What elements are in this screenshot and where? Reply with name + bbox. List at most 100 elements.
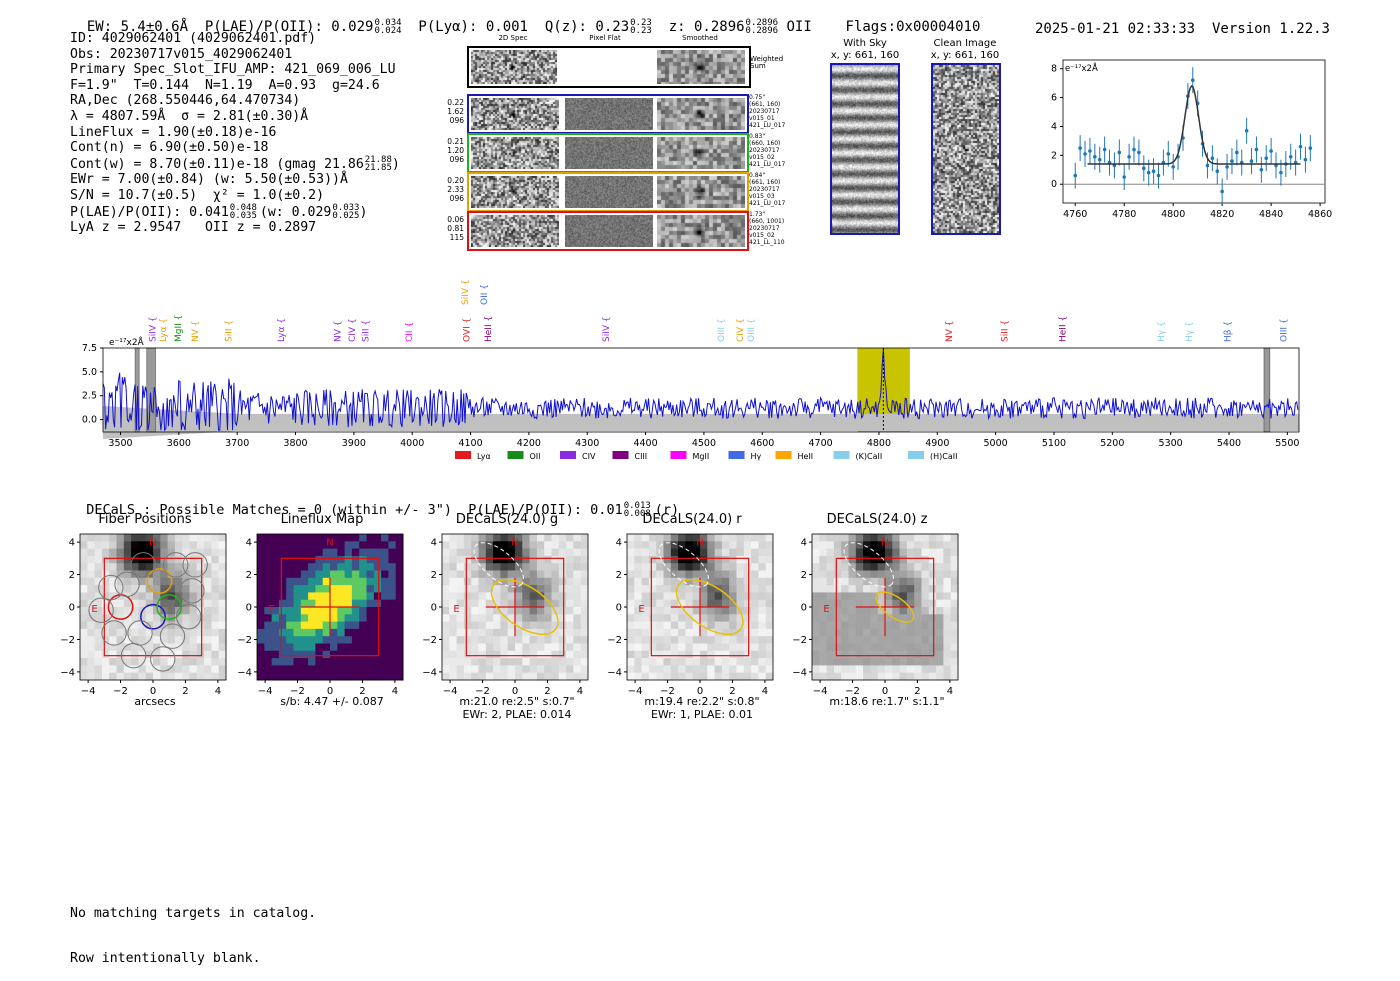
decals-pixel: [863, 555, 871, 564]
decals-pixel: [278, 665, 287, 674]
cutout-left-value: 0.20: [447, 176, 464, 185]
decals-pixel: [109, 650, 117, 659]
spectral-line-label: Lyα {: [277, 318, 287, 342]
decals-pixel: [109, 541, 117, 550]
spectrum-xtick-label: 4200: [517, 438, 541, 449]
decals-pixel: [507, 534, 516, 542]
decals-pixel: [863, 548, 871, 557]
decals-pixel: [812, 658, 820, 666]
decals-pixel: [685, 563, 694, 571]
decals-pixel: [493, 585, 501, 593]
decals-pixel: [833, 585, 842, 593]
decals-pixel: [670, 541, 679, 550]
decals-pixel: [536, 614, 545, 623]
decals-pixel: [293, 614, 302, 623]
decals-pixel: [743, 658, 752, 666]
decals-pixel: [870, 665, 879, 674]
decals-pixel: [566, 658, 574, 666]
decals-pixel: [692, 570, 701, 579]
decals-pixel: [943, 555, 952, 564]
decals-pixel: [700, 650, 708, 659]
decals-pixel: [507, 614, 516, 623]
decals-pixel: [123, 570, 132, 579]
decals-pixel: [278, 585, 287, 593]
decals-pixel: [714, 636, 723, 644]
decals-pixel: [758, 650, 767, 659]
decals-pixel: [870, 563, 879, 571]
decals-pixel: [257, 607, 265, 615]
decals-pixel: [174, 577, 183, 586]
decals-pixel: [685, 672, 694, 681]
decals-pixel: [870, 599, 879, 608]
decals-pixel: [456, 665, 465, 674]
clean-coords: x, y: 661, 160: [930, 50, 1000, 61]
decals-pixel: [826, 621, 835, 630]
decals-pixel: [656, 665, 664, 674]
decals-pixel: [906, 585, 915, 593]
decals-pixel: [196, 665, 205, 674]
decals-pixel: [471, 577, 479, 586]
decals-background: [257, 534, 404, 681]
cutout-left-value: 0.06: [447, 215, 464, 224]
decals-pixel: [87, 534, 96, 542]
decals-pixel: [101, 643, 110, 652]
decals-pixel: [899, 658, 908, 666]
decals-pixel: [515, 650, 523, 659]
decals-pixel: [656, 599, 664, 608]
decals-pixel: [211, 585, 220, 593]
decals-pixel: [153, 570, 161, 579]
decals-pixel: [885, 541, 893, 550]
decals-pixel: [648, 534, 657, 542]
decals-pixel: [315, 636, 324, 644]
decals-pixel: [870, 592, 879, 601]
decals-pixel: [714, 658, 723, 666]
decals-caption-1: m:19.4 re:2.2" s:0.8": [644, 695, 760, 708]
decals-pixel: [463, 585, 472, 593]
decals-pixel: [678, 607, 686, 615]
decals-pixel: [478, 548, 487, 557]
clean-image: [931, 63, 1001, 235]
decals-pixel: [928, 650, 937, 659]
decals-panel-title: DECaLS(24.0) r: [642, 512, 742, 527]
decals-pixel: [449, 643, 458, 652]
decals-pixel: [264, 599, 273, 608]
decals-pixel: [456, 541, 465, 550]
decals-pixel: [906, 636, 915, 644]
decals-pixel: [914, 563, 922, 571]
decals-pixel: [855, 577, 864, 586]
decals-pixel: [264, 585, 273, 593]
decals-pixel: [877, 534, 886, 542]
decals-pixel: [544, 570, 552, 579]
decals-pixel: [218, 672, 227, 681]
decals-pixel: [189, 563, 198, 571]
spectrum-xtick-label: 3500: [108, 438, 132, 449]
decals-pixel: [529, 555, 538, 564]
decals-pixel: [478, 643, 487, 652]
decals-pixel: [943, 548, 952, 557]
cutout-right-value: 421_LU_017: [749, 122, 786, 129]
decals-pixel: [729, 658, 737, 666]
decals-pixel: [736, 570, 745, 579]
decals-pixel: [344, 607, 353, 615]
decals-pixel: [707, 534, 716, 542]
decals-pixel: [131, 541, 139, 550]
decals-pixel: [558, 599, 567, 608]
decals-pixel: [500, 592, 509, 601]
decals-pixel: [580, 570, 589, 579]
decals-pixel: [264, 563, 273, 571]
decals-pixel: [478, 555, 487, 564]
spectrum-xtick-label: 3700: [225, 438, 249, 449]
decals-pixel: [278, 534, 287, 542]
decals-pixel: [478, 607, 487, 615]
decals-pixel: [373, 658, 382, 666]
decals-pixel: [819, 570, 828, 579]
decals-pixel: [885, 563, 893, 571]
decals-pixel: [765, 643, 774, 652]
decals-pixel: [899, 643, 908, 652]
decals-pixel: [359, 599, 367, 608]
spectrum-ytick-label: 2.5: [82, 391, 97, 402]
decals-ytick-label: 2: [246, 570, 252, 581]
masked-region: [1263, 347, 1271, 433]
decals-pixel: [573, 607, 582, 615]
decals-pixel: [566, 570, 574, 579]
